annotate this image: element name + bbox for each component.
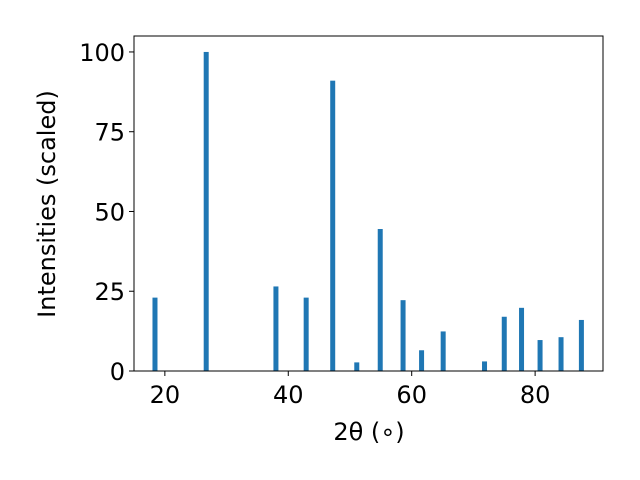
- y-tick-label: 0: [110, 358, 125, 386]
- x-axis-label: 2θ (∘): [333, 418, 404, 446]
- y-tick-label: 75: [94, 119, 125, 147]
- bar: [419, 350, 425, 371]
- bar: [501, 316, 507, 371]
- x-axis-ticks: 20 40 60 80: [150, 371, 551, 409]
- x-tick-label: 40: [273, 381, 304, 409]
- bar: [273, 286, 279, 371]
- bar: [377, 229, 383, 371]
- bar: [440, 331, 446, 371]
- x-tick-label: 80: [520, 381, 551, 409]
- bar: [400, 300, 406, 371]
- bar: [203, 51, 209, 371]
- bar: [152, 297, 158, 371]
- y-tick-label: 25: [94, 278, 125, 306]
- bar: [519, 307, 525, 371]
- x-tick-label: 20: [150, 381, 181, 409]
- x-tick-label: 60: [396, 381, 427, 409]
- bar: [537, 340, 543, 371]
- bar: [303, 297, 309, 371]
- bars-group: [152, 51, 584, 372]
- bar: [330, 80, 336, 372]
- bar: [558, 337, 564, 371]
- y-tick-label: 100: [79, 39, 125, 67]
- y-tick-label: 50: [94, 198, 125, 226]
- bar: [578, 319, 584, 371]
- y-axis-label: Intensities (scaled): [33, 90, 61, 318]
- plot-frame: [133, 35, 604, 372]
- y-axis-ticks: 0 25 50 75 100: [79, 39, 134, 386]
- bar: [354, 362, 360, 371]
- bar: [482, 361, 488, 371]
